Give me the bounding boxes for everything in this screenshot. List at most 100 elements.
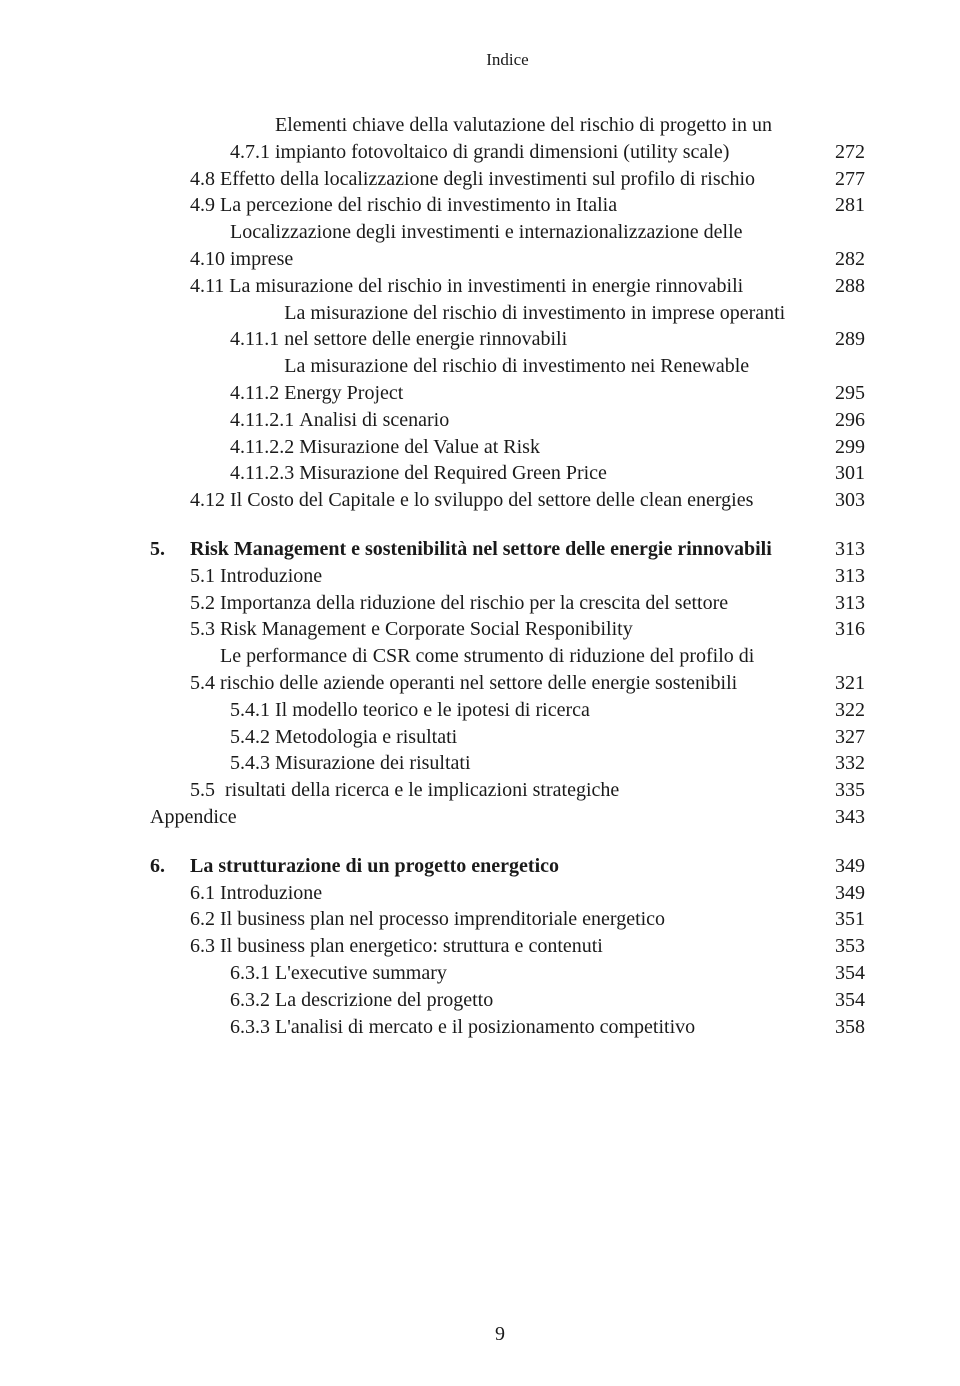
entry-page: 316: [819, 616, 865, 643]
entry-page: 296: [819, 407, 865, 434]
toc-entry: 5.5 risultati della ricerca e le implica…: [190, 777, 865, 804]
entry-number: 4.11.2: [190, 380, 284, 407]
entry-page: 313: [819, 563, 865, 590]
running-head: Indice: [150, 50, 865, 70]
entry-title: L'executive summary: [275, 960, 819, 987]
toc-entry: 6.3.2 La descrizione del progetto354: [190, 987, 865, 1014]
entry-page: 289: [819, 326, 865, 353]
entry-number: 5.2: [190, 590, 220, 617]
entry-page: 281: [819, 192, 865, 219]
entry-page: 354: [819, 960, 865, 987]
entry-number: 6.3.3: [190, 1014, 275, 1041]
entry-number: 5.4.2: [190, 724, 275, 751]
toc-entry: 5.4.2 Metodologia e risultati327: [190, 724, 865, 751]
toc-entry: 5.2 Importanza della riduzione del risch…: [190, 590, 865, 617]
entry-page: 358: [819, 1014, 865, 1041]
entry-page: 313: [819, 590, 865, 617]
entry-number: 5.1: [190, 563, 220, 590]
entry-page: 343: [819, 804, 865, 831]
toc-entry: 6.3 Il business plan energetico: struttu…: [190, 933, 865, 960]
entry-title: La descrizione del progetto: [275, 987, 819, 1014]
entry-title: Le performance di CSR come strumento di …: [220, 643, 819, 697]
chapter-title: Risk Management e sostenibilità nel sett…: [190, 536, 819, 563]
entry-number: 4.11.2.1: [190, 407, 299, 434]
chapter-page: 313: [819, 536, 865, 563]
entry-page: 282: [819, 246, 865, 273]
entry-title: Effetto della localizzazione degli inves…: [220, 166, 819, 193]
entry-page: 327: [819, 724, 865, 751]
entry-page: 288: [819, 273, 865, 300]
toc-entry: 6.3.3 L'analisi di mercato e il posizion…: [190, 1014, 865, 1041]
entry-title: Introduzione: [220, 880, 819, 907]
entry-page: 354: [819, 987, 865, 1014]
entry-number: 6.3.2: [190, 987, 275, 1014]
entry-page: 322: [819, 697, 865, 724]
toc-entry: 4.8 Effetto della localizzazione degli i…: [190, 166, 865, 193]
toc-chapter-6: 6. La strutturazione di un progetto ener…: [150, 853, 865, 1041]
page-number: 9: [0, 1323, 960, 1346]
toc-entry: 6.1 Introduzione349: [190, 880, 865, 907]
toc-entry: 4.9 La percezione del rischio di investi…: [190, 192, 865, 219]
entry-title: Risk Management e Corporate Social Respo…: [220, 616, 819, 643]
entry-title: Localizzazione degli investimenti e inte…: [230, 219, 819, 273]
toc-entry: 4.12 Il Costo del Capitale e lo sviluppo…: [190, 487, 865, 514]
entry-title: Elementi chiave della valutazione del ri…: [275, 112, 819, 166]
chapter-title: La strutturazione di un progetto energet…: [190, 853, 819, 880]
entry-title: Introduzione: [220, 563, 819, 590]
entry-title: Misurazione del Value at Risk: [299, 434, 819, 461]
toc-entry: 4.11.2.2 Misurazione del Value at Risk29…: [190, 434, 865, 461]
entry-title: Il business plan nel processo imprendito…: [220, 906, 819, 933]
toc-section-4: 4.7.1 Elementi chiave della valutazione …: [190, 112, 865, 514]
entry-title: Il business plan energetico: struttura e…: [220, 933, 819, 960]
entry-page: 353: [819, 933, 865, 960]
toc-entry: 5.4 Le performance di CSR come strumento…: [190, 643, 865, 697]
entry-page: 321: [819, 670, 865, 697]
chapter-number: 6.: [150, 853, 190, 880]
entry-title: L'analisi di mercato e il posizionamento…: [275, 1014, 819, 1041]
chapter-heading: 6. La strutturazione di un progetto ener…: [150, 853, 865, 880]
toc-chapter-5: 5. Risk Management e sostenibilità nel s…: [150, 536, 865, 831]
entry-page: 295: [819, 380, 865, 407]
entry-page: 335: [819, 777, 865, 804]
entry-title: Importanza della riduzione del rischio p…: [220, 590, 819, 617]
entry-number: 5.5: [190, 777, 225, 804]
entry-page: 332: [819, 750, 865, 777]
toc-entry: 5.4.1 Il modello teorico e le ipotesi di…: [190, 697, 865, 724]
entry-page: 301: [819, 460, 865, 487]
entry-number: 5.4.1: [190, 697, 275, 724]
toc-entry: 4.7.1 Elementi chiave della valutazione …: [190, 112, 865, 166]
toc-entry: 6.3.1 L'executive summary354: [190, 960, 865, 987]
entry-title: Appendice: [150, 804, 819, 831]
entry-number: 6.1: [190, 880, 220, 907]
entry-page: 351: [819, 906, 865, 933]
entry-title: La misurazione del rischio di investimen…: [284, 300, 819, 354]
entry-title: risultati della ricerca e le implicazion…: [225, 777, 819, 804]
entry-number: 4.12: [190, 487, 230, 514]
entry-title: Analisi di scenario: [299, 407, 819, 434]
entry-title: La percezione del rischio di investiment…: [220, 192, 819, 219]
entry-number: 4.11: [190, 273, 229, 300]
chapter-page: 349: [819, 853, 865, 880]
entry-page: 272: [819, 139, 865, 166]
entry-title: La misurazione del rischio in investimen…: [229, 273, 819, 300]
entry-page: 277: [819, 166, 865, 193]
toc-entry: 4.10 Localizzazione degli investimenti e…: [190, 219, 865, 273]
entry-number: 6.2: [190, 906, 220, 933]
toc-entry: 4.11.1 La misurazione del rischio di inv…: [190, 300, 865, 354]
entry-title: Il Costo del Capitale e lo sviluppo del …: [230, 487, 819, 514]
table-of-contents: 4.7.1 Elementi chiave della valutazione …: [60, 112, 865, 1040]
toc-entry: 4.11.2.3 Misurazione del Required Green …: [190, 460, 865, 487]
toc-entry: 5.1 Introduzione313: [190, 563, 865, 590]
entry-number: 4.11.2.2: [190, 434, 299, 461]
toc-entry: 5.4.3 Misurazione dei risultati332: [190, 750, 865, 777]
entry-page: 303: [819, 487, 865, 514]
entry-number: 5.4.3: [190, 750, 275, 777]
entry-page: 349: [819, 880, 865, 907]
toc-entry: 6.2 Il business plan nel processo impren…: [190, 906, 865, 933]
entry-number: 4.7.1: [190, 139, 275, 166]
entry-number: 4.9: [190, 192, 220, 219]
entry-title: Metodologia e risultati: [275, 724, 819, 751]
toc-entry: 4.11 La misurazione del rischio in inves…: [190, 273, 865, 300]
toc-entry: 4.11.2 La misurazione del rischio di inv…: [190, 353, 865, 407]
toc-entry: 4.11.2.1 Analisi di scenario296: [190, 407, 865, 434]
